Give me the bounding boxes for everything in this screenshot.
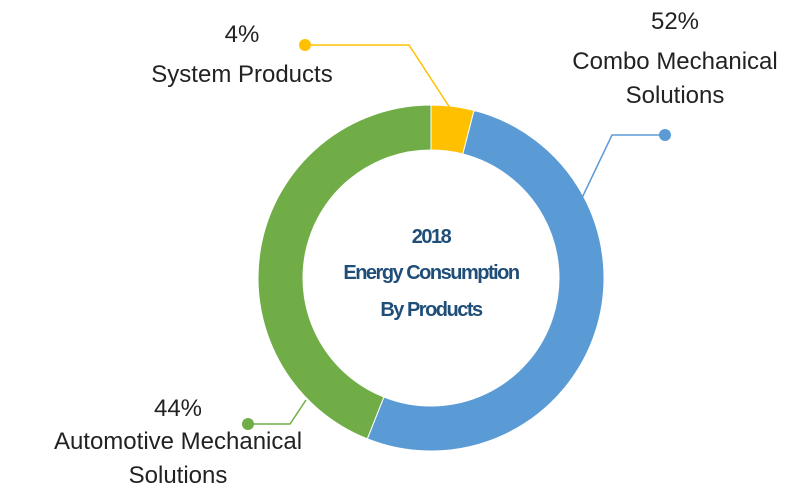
leader-dot xyxy=(659,129,671,141)
donut-slice xyxy=(366,109,605,452)
leader-dot xyxy=(299,39,311,51)
category-label: Combo Mechanical Solutions xyxy=(572,48,778,109)
center-title-line: Energy Consumption xyxy=(343,262,520,284)
leader-line xyxy=(305,44,451,109)
category-label: System Products xyxy=(151,61,333,88)
value-label: 4% xyxy=(224,21,260,48)
leader-line xyxy=(248,399,307,425)
leader-dot xyxy=(242,418,254,430)
value-label: 44% xyxy=(153,395,203,422)
category-label: Automotive Mechanical Solutions xyxy=(53,428,303,485)
center-title-line: By Products xyxy=(380,299,483,321)
center-title-line: 2018 xyxy=(411,226,452,248)
donut-slice xyxy=(257,104,432,440)
value-label: 52% xyxy=(650,8,700,35)
leader-line xyxy=(580,134,665,201)
